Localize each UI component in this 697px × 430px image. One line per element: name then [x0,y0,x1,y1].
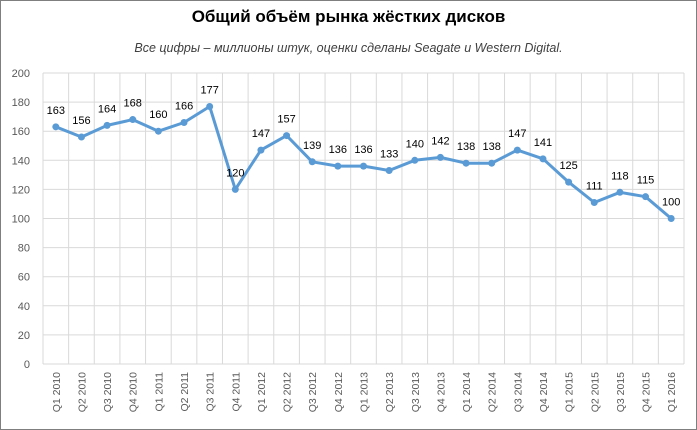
data-point [283,132,291,140]
data-point [565,178,573,186]
x-tick-label: Q2 2011 [179,372,191,412]
series-line [54,105,673,220]
y-tick-label: 160 [12,126,30,138]
x-tick-label: Q4 2011 [230,372,242,412]
y-tick-label: 40 [18,301,30,313]
data-label: 139 [303,140,321,152]
data-point [513,146,521,154]
x-tick-label: Q1 2013 [359,372,371,412]
data-label: 160 [149,109,167,121]
x-tick-label: Q2 2012 [282,372,294,412]
data-point [231,185,239,193]
data-label: 140 [406,138,424,150]
x-tick-label: Q1 2011 [153,372,165,412]
data-point [642,193,650,201]
y-tick-label: 60 [18,272,30,284]
x-tick-label: Q3 2015 [615,372,627,412]
y-tick-label: 180 [12,97,30,109]
data-point [462,159,470,167]
data-label: 142 [431,135,449,147]
data-point [129,116,137,124]
x-tick-label: Q3 2013 [410,372,422,412]
data-label: 138 [457,141,475,153]
y-tick-label: 20 [18,330,30,342]
data-point [308,158,316,166]
y-tick-label: 140 [12,155,30,167]
data-point [667,215,675,222]
data-point [590,198,598,206]
data-label: 133 [380,148,398,160]
data-label: 118 [611,170,629,182]
x-tick-label: Q4 2014 [538,372,550,412]
data-point [334,162,342,170]
data-label: 136 [329,144,347,156]
y-tick-label: 0 [24,359,30,371]
x-tick-label: Q2 2015 [589,372,601,412]
x-tick-label: Q1 2014 [461,372,473,412]
data-point [360,162,367,170]
data-label: 120 [226,167,244,179]
x-tick-label: Q2 2013 [384,372,396,412]
data-label: 115 [637,175,655,187]
x-tick-label: Q3 2014 [512,372,524,412]
data-point [180,118,188,126]
data-point [206,102,214,110]
x-tick-label: Q4 2010 [128,372,140,412]
data-point [103,121,111,129]
data-label: 138 [483,141,501,153]
data-label: 111 [586,180,603,192]
x-tick-label: Q4 2015 [641,372,653,412]
y-tick-label: 200 [12,68,30,80]
x-tick-label: Q3 2012 [307,372,319,412]
chart-subtitle: Все цифры – миллионы штук, оценки сделан… [134,41,563,55]
y-tick-label: 100 [12,214,30,226]
x-tick-label: Q4 2012 [333,372,345,412]
data-label: 147 [252,128,270,140]
data-point [385,166,393,174]
data-point [488,159,496,167]
data-label: 141 [534,137,552,149]
data-label: 177 [200,84,218,96]
data-point [52,123,60,131]
data-label: 166 [175,100,193,112]
x-tick-label: Q3 2011 [205,372,217,412]
data-point [154,127,162,135]
data-label: 157 [277,114,295,126]
x-tick-label: Q2 2010 [76,372,88,412]
x-tick-label: Q1 2010 [51,372,63,412]
x-tick-label: Q1 2012 [256,372,268,412]
data-label: 156 [72,115,90,127]
data-label: 136 [354,144,372,156]
x-tick-label: Q1 2016 [666,372,678,412]
data-label: 125 [559,160,577,172]
data-point [436,153,444,161]
x-tick-label: Q4 2013 [435,372,447,412]
data-label: 168 [124,98,142,110]
data-label: 163 [47,105,65,117]
data-label: 147 [508,128,526,140]
chart-title: Общий объём рынка жёстких дисков [191,7,506,26]
data-point [257,146,265,154]
data-label: 164 [98,103,116,115]
data-point [616,188,624,196]
y-tick-label: 80 [18,243,30,255]
x-tick-label: Q2 2014 [487,372,499,412]
data-point [77,133,85,141]
y-tick-label: 120 [12,184,30,196]
data-point [411,156,419,164]
data-label: 100 [662,197,680,209]
x-tick-label: Q1 2015 [564,372,576,412]
x-tick-label: Q3 2010 [102,372,114,412]
data-point [539,155,547,163]
